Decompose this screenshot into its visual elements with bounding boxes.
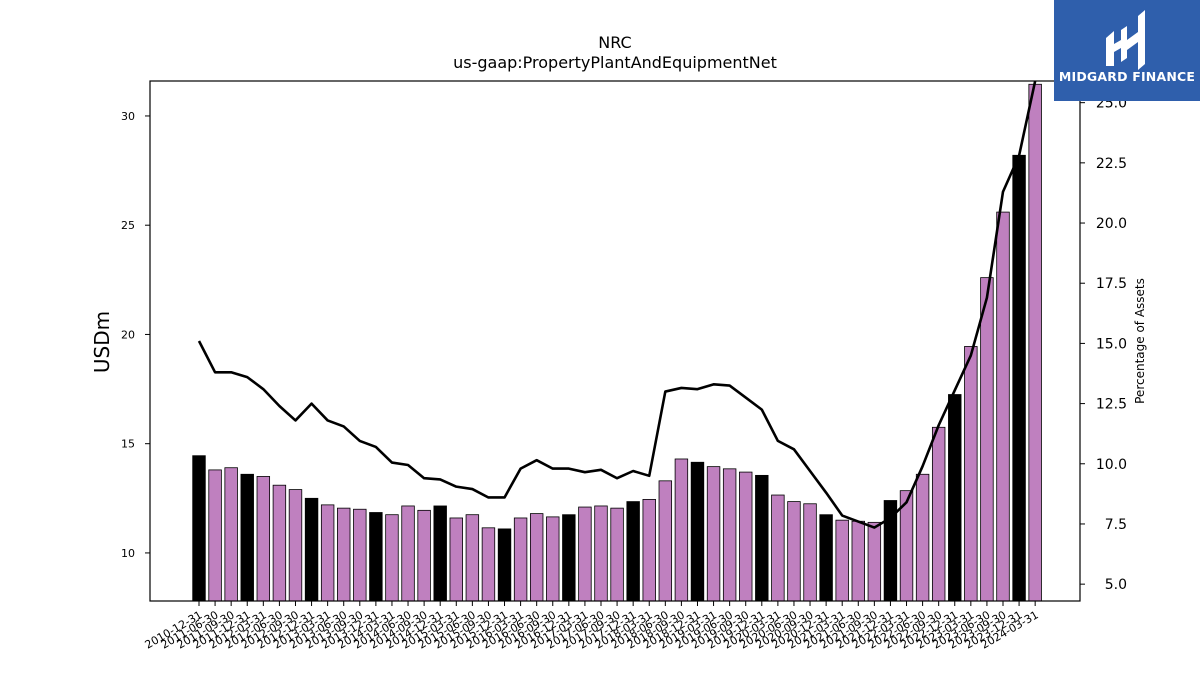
bar-2023-12-31 (1012, 154, 1026, 602)
bar-2011-12-31 (240, 473, 254, 602)
bar-2012-09-30 (288, 489, 303, 602)
bar-2023-03-31 (964, 346, 978, 602)
bar-2015-03-31 (449, 517, 463, 602)
midgard-logo-icon (1106, 10, 1145, 70)
bar-2013-12-31 (369, 512, 383, 602)
bar-2014-06-30 (401, 505, 415, 602)
bar-2012-03-31 (256, 476, 271, 602)
y-tick-label: 10 (121, 547, 135, 560)
bar-2018-09-30 (674, 458, 689, 602)
bar-2016-12-31 (562, 514, 576, 602)
x-axis: 2010-12-312011-06-302011-09-302011-12-31… (143, 601, 1041, 652)
bar-2014-09-30 (417, 509, 431, 602)
percentage-of-assets-line (197, 80, 1037, 529)
bar-2023-06-30 (980, 277, 994, 602)
bar-2011-09-30 (224, 467, 238, 602)
y-axis-label: USDm (90, 311, 114, 373)
bar-2018-12-31 (690, 461, 705, 602)
bar-2020-03-31 (771, 494, 785, 602)
y2-axis-label: Percentage of Assets (1133, 278, 1147, 404)
y2-tick-label: 15.0 (1096, 336, 1127, 352)
bar-2024-03-31 (1028, 83, 1042, 602)
bar-2019-03-31 (706, 466, 721, 602)
bar-2019-06-30 (722, 468, 737, 602)
bar-2016-09-30 (546, 516, 560, 602)
bar-2021-09-30 (867, 521, 882, 602)
plot-frame (149, 80, 1081, 602)
bar-2013-09-30 (353, 508, 367, 602)
bar-2017-06-30 (594, 505, 608, 602)
y-tick-label: 30 (121, 110, 135, 123)
bar-2020-06-30 (787, 501, 801, 602)
bar-2013-03-31 (320, 504, 335, 602)
y2-tick-label: 17.5 (1096, 276, 1127, 292)
bar-2022-09-30 (931, 426, 946, 602)
y2-tick-label: 12.5 (1096, 397, 1127, 413)
y2-tick-label: 20.0 (1096, 216, 1127, 232)
bar-2015-06-30 (465, 514, 480, 602)
bar-2010-12-31 (192, 455, 206, 602)
y2-tick-label: 22.5 (1096, 156, 1127, 172)
brand-logo: MIDGARD FINANCE (1054, 0, 1200, 101)
bar-2013-06-30 (337, 507, 351, 602)
y2-tick-label: 10.0 (1096, 457, 1127, 473)
bar-2018-06-30 (658, 480, 673, 602)
bar-2019-09-30 (739, 471, 753, 602)
bar-2023-09-30 (996, 211, 1010, 602)
line-series (197, 80, 1037, 529)
bar-2014-12-31 (433, 505, 447, 602)
bar-2015-09-30 (481, 527, 496, 602)
left-axis: 10 15 20 25 30 (121, 110, 150, 560)
bar-2012-06-30 (272, 484, 287, 602)
bar-2017-09-30 (610, 507, 624, 602)
bar-2021-03-31 (835, 519, 849, 602)
bar-2017-03-31 (578, 506, 592, 602)
right-axis: 5.07.510.012.515.017.520.022.525.0 (1080, 96, 1127, 593)
logo-text: MIDGARD FINANCE (1058, 69, 1196, 84)
bar-series (192, 83, 1042, 602)
bar-2021-06-30 (851, 520, 865, 602)
chart-subtitle: us-gaap:PropertyPlantAndEquipmentNet (453, 53, 777, 72)
chart-title: NRC (598, 33, 631, 52)
bar-2015-12-31 (497, 528, 512, 602)
bar-2011-06-30 (208, 469, 222, 602)
bar-2022-12-31 (948, 394, 962, 602)
bar-2018-03-31 (642, 498, 656, 602)
y-tick-label: 20 (121, 328, 135, 341)
bar-2017-12-31 (626, 501, 640, 602)
y2-tick-label: 7.5 (1105, 517, 1127, 533)
bar-2016-06-30 (529, 513, 544, 602)
bar-2012-12-31 (304, 497, 319, 602)
bar-2019-12-31 (755, 474, 769, 602)
bar-2014-03-31 (385, 514, 399, 602)
y-tick-label: 15 (121, 438, 135, 451)
y-tick-label: 25 (121, 219, 135, 232)
bar-2020-12-31 (819, 514, 833, 602)
y2-tick-label: 5.0 (1105, 577, 1127, 593)
bar-2016-03-31 (513, 517, 528, 602)
bar-2021-12-31 (883, 500, 898, 602)
bar-2020-09-30 (803, 503, 817, 602)
bar-2022-06-30 (915, 473, 930, 602)
